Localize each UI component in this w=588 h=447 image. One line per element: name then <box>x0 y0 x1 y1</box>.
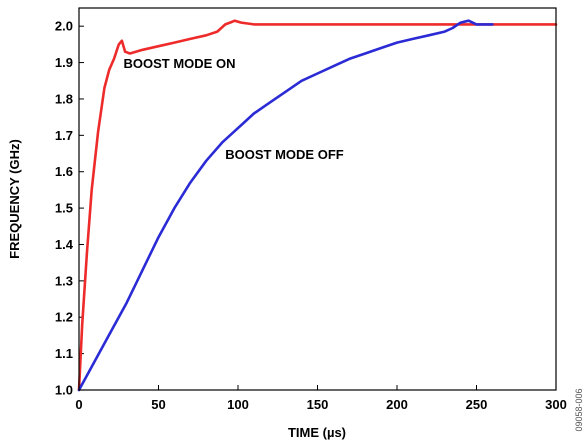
y-tick-label: 2.0 <box>55 19 73 34</box>
annotation-label: BOOST MODE ON <box>124 56 236 71</box>
series-group <box>77 19 558 392</box>
series-line-0 <box>77 19 558 392</box>
y-tick-label: 1.6 <box>55 164 73 179</box>
x-axis-label: TIME (µs) <box>288 425 346 440</box>
annotation-label: BOOST MODE OFF <box>225 147 344 162</box>
y-tick-label: 1.4 <box>55 237 74 252</box>
series-line-1 <box>77 19 494 392</box>
x-tick-label: 200 <box>386 397 408 412</box>
y-tick-label: 1.8 <box>55 91 73 106</box>
y-tick-label: 1.7 <box>55 128 73 143</box>
y-tick-label: 1.5 <box>55 201 73 216</box>
y-axis-label: FREQUENCY (GHz) <box>7 139 22 259</box>
plot-area <box>79 8 556 390</box>
y-tick-label: 1.2 <box>55 310 73 325</box>
x-tick-label: 150 <box>307 397 329 412</box>
x-tick-label: 50 <box>151 397 165 412</box>
x-tick-label: 0 <box>75 397 82 412</box>
x-tick-label: 250 <box>466 397 488 412</box>
y-tick-label: 1.0 <box>55 383 73 398</box>
annotations-group: BOOST MODE ON BOOST MODE OFF <box>124 56 344 162</box>
plot-frame <box>78 7 557 391</box>
y-axis-ticks: 1.0 1.1 1.2 1.3 1.4 1.5 1.6 1.7 1.8 1.9 2.0 <box>55 19 84 398</box>
y-tick-label: 1.1 <box>55 346 73 361</box>
y-tick-label: 1.9 <box>55 55 73 70</box>
x-axis-ticks: 0 50 100 150 200 250 300 <box>75 385 567 412</box>
figure-id-label: 09058-006 <box>574 388 584 431</box>
y-tick-label: 1.3 <box>55 273 73 288</box>
x-tick-label: 100 <box>227 397 249 412</box>
x-tick-label: 300 <box>545 397 567 412</box>
